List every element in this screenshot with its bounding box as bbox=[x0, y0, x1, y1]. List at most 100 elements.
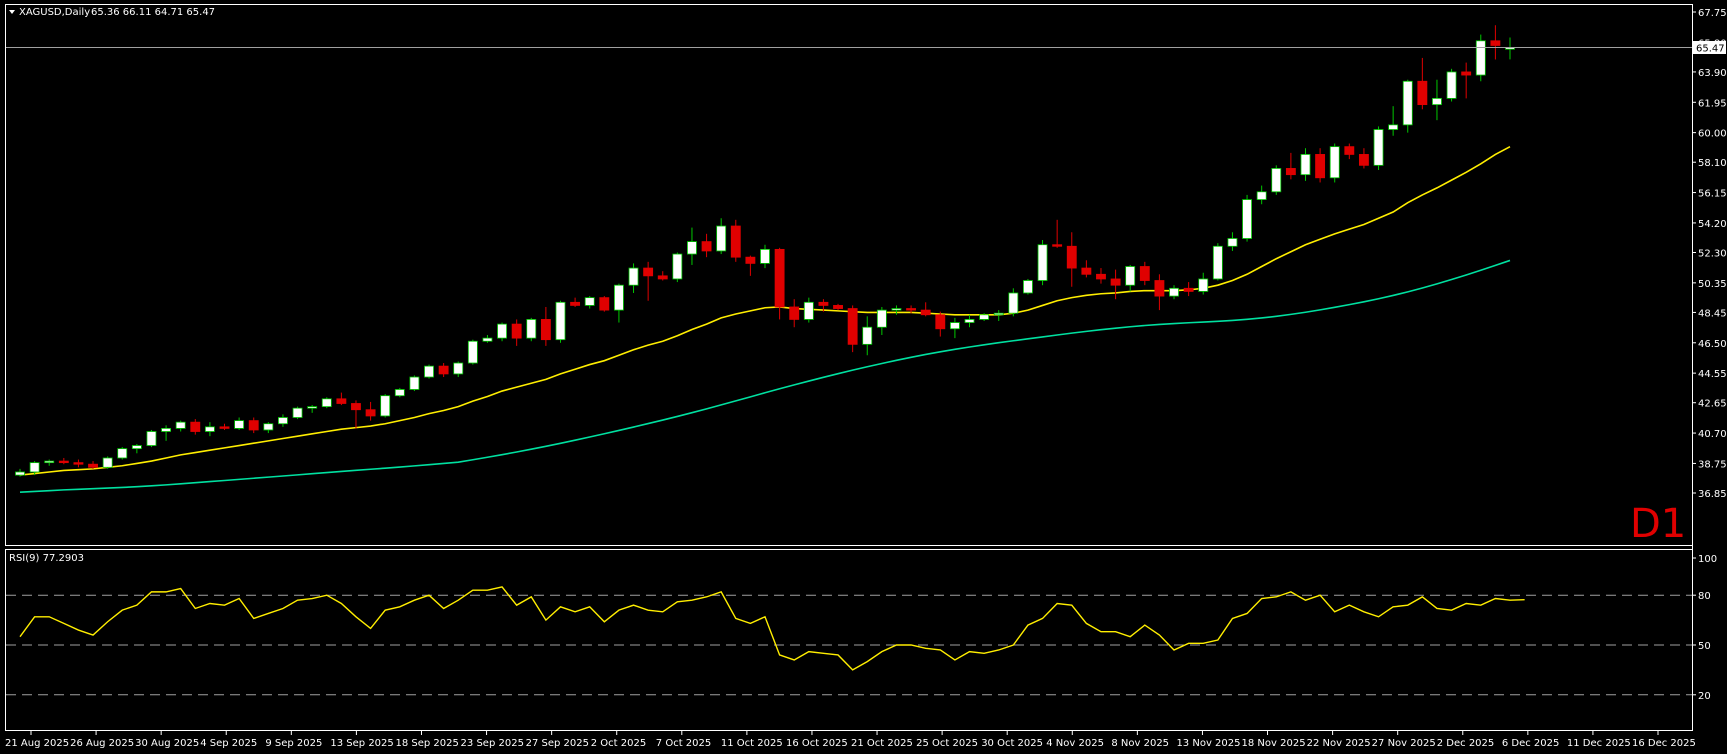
candle-body bbox=[453, 362, 464, 375]
candle bbox=[146, 429, 157, 448]
candle bbox=[1023, 278, 1033, 295]
candle bbox=[1052, 219, 1063, 248]
candle bbox=[190, 419, 201, 435]
rsi-tick-label: 20 bbox=[1698, 691, 1711, 702]
candle bbox=[1329, 143, 1340, 183]
candle bbox=[1242, 194, 1252, 242]
time-tick-label: 8 Nov 2025 bbox=[1111, 738, 1169, 749]
candle-body bbox=[15, 471, 25, 476]
candle bbox=[278, 414, 288, 427]
candle bbox=[1446, 68, 1457, 102]
candle-body bbox=[438, 365, 449, 375]
candle bbox=[1285, 152, 1296, 180]
time-tick-label: 11 Oct 2025 bbox=[721, 738, 783, 749]
candle-body bbox=[1344, 146, 1355, 155]
candle bbox=[117, 447, 128, 460]
candle-body bbox=[1461, 71, 1472, 76]
candle bbox=[584, 296, 595, 309]
rsi-tick-label: 50 bbox=[1698, 641, 1711, 652]
candle-body bbox=[190, 421, 201, 432]
time-tick-label: 7 Oct 2025 bbox=[656, 738, 711, 749]
candle bbox=[131, 443, 142, 454]
candle-body bbox=[1271, 168, 1282, 193]
candle bbox=[599, 296, 610, 312]
candle bbox=[1256, 185, 1267, 205]
candle bbox=[1315, 148, 1326, 183]
candle-body bbox=[511, 323, 522, 339]
ma-slow-line bbox=[19, 259, 1511, 494]
candle bbox=[1402, 79, 1413, 133]
time-tick-label: 21 Oct 2025 bbox=[851, 738, 913, 749]
price-tick-label: 44.55 bbox=[1698, 369, 1727, 380]
candle-body bbox=[1388, 124, 1399, 130]
time-tick-label: 16 Dec 2025 bbox=[1632, 738, 1696, 749]
candle-body bbox=[1446, 71, 1457, 99]
candle-body bbox=[701, 241, 712, 252]
candle bbox=[1066, 232, 1077, 287]
price-tick-label: 54.20 bbox=[1698, 219, 1727, 230]
rsi-levels bbox=[6, 594, 1692, 696]
time-tick-label: 2 Dec 2025 bbox=[1437, 738, 1495, 749]
price-tick-label: 40.70 bbox=[1698, 429, 1727, 440]
ma-fast-line bbox=[19, 145, 1511, 476]
candle bbox=[1373, 126, 1384, 170]
candle bbox=[745, 255, 756, 276]
time-tick-label: 27 Nov 2025 bbox=[1372, 738, 1436, 749]
candle-body bbox=[497, 323, 507, 339]
candle-body bbox=[789, 306, 800, 320]
candle bbox=[760, 244, 770, 269]
candle bbox=[204, 422, 215, 437]
candle-body bbox=[351, 403, 361, 411]
candle-body bbox=[1475, 40, 1486, 76]
candle-body bbox=[1008, 292, 1019, 314]
candle-body bbox=[818, 301, 829, 306]
price-tick-label: 67.75 bbox=[1698, 8, 1727, 19]
rsi-series-line bbox=[19, 586, 1525, 671]
rsi-header: RSI(9) 77.2903 bbox=[9, 553, 84, 564]
candle-body bbox=[833, 305, 843, 309]
collapse-triangle-icon[interactable] bbox=[9, 10, 15, 14]
candle-body bbox=[540, 319, 551, 341]
price-tick-label: 38.75 bbox=[1698, 459, 1727, 470]
candle-body bbox=[102, 457, 113, 468]
candle bbox=[365, 401, 376, 421]
candle bbox=[336, 392, 347, 406]
candle-body bbox=[175, 421, 186, 429]
candle-body bbox=[29, 462, 40, 473]
candle-body bbox=[131, 445, 142, 450]
candle-body bbox=[847, 308, 858, 345]
candle bbox=[1183, 282, 1194, 297]
candle bbox=[993, 310, 1004, 321]
candle bbox=[1037, 240, 1048, 286]
candle-body bbox=[394, 389, 405, 397]
candle-body bbox=[321, 398, 332, 408]
time-tick-label: 18 Nov 2025 bbox=[1242, 738, 1306, 749]
candle bbox=[44, 459, 55, 466]
candle bbox=[818, 299, 829, 312]
ohlc-values: 65.36 66.11 64.71 65.47 bbox=[91, 7, 215, 18]
candle bbox=[234, 417, 245, 430]
candle-body bbox=[1198, 278, 1209, 292]
candle bbox=[453, 361, 464, 378]
candle-body bbox=[1037, 244, 1048, 281]
candle-body bbox=[1169, 287, 1179, 297]
candle bbox=[920, 302, 931, 317]
candle-body bbox=[1432, 97, 1442, 106]
time-tick-label: 30 Aug 2025 bbox=[135, 738, 199, 749]
candle bbox=[1125, 264, 1136, 292]
candle bbox=[803, 297, 814, 323]
price-tick-label: 42.65 bbox=[1698, 399, 1727, 410]
candle bbox=[716, 218, 727, 255]
candle-body bbox=[1285, 168, 1296, 176]
price-tick-label: 48.45 bbox=[1698, 308, 1727, 319]
candle bbox=[1081, 260, 1092, 278]
timeframe-label: D1 bbox=[1630, 501, 1686, 547]
candle-body bbox=[219, 426, 230, 429]
candle bbox=[643, 261, 654, 301]
candle-body bbox=[716, 225, 727, 252]
candle-body bbox=[1052, 244, 1063, 247]
candle-body bbox=[584, 297, 595, 306]
candle bbox=[789, 299, 800, 328]
candle-body bbox=[88, 463, 98, 468]
